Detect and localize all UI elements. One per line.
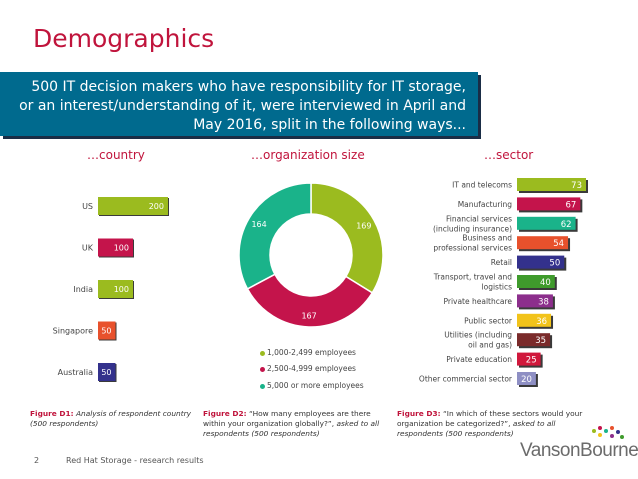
value-label-us: 200 (149, 202, 164, 211)
sector-label-business-and-professional-services: Business and professional services (433, 234, 512, 253)
sector-label-it-and-telecoms: IT and telecoms (452, 181, 512, 190)
figure-d2-caption: Figure D2: “How many employees are there… (203, 409, 388, 439)
donut-value-3: 164 (251, 220, 266, 229)
vanson-bourne-logo: VansonBourne (520, 440, 638, 461)
figure-d2-quote: “How many employees are there within you… (203, 409, 371, 428)
category-label-us: US (82, 202, 93, 211)
figure-d2-label: Figure D2: (203, 409, 247, 418)
figure-d2-italic: asked to all respondents (500 respondent… (203, 419, 380, 438)
donut-value-1: 169 (356, 222, 371, 231)
sector-bar-private-healthcare (517, 294, 553, 308)
figure-d3-label: Figure D3: (397, 409, 441, 418)
donut-slice-3 (238, 182, 312, 290)
figure-d1-text: Analysis of respondent country (500 resp… (30, 409, 192, 428)
bar-us (98, 197, 168, 215)
sector-value-private-education: 25 (526, 356, 537, 366)
figure-d3-italic: asked to all respondents (500 respondent… (397, 419, 556, 438)
page-title: Demographics (33, 24, 215, 53)
sector-label-utilities-including-oil-and-gas: Utilities (including oil and gas) (444, 331, 512, 350)
sector-label-private-education: Private education (446, 355, 512, 364)
donut-legend: 1,000-2,499 employees 2,500-4,999 employ… (256, 348, 406, 394)
sector-label-retail: Retail (491, 258, 512, 267)
sector-bar-transport-travel-and-logistics (517, 275, 555, 288)
category-label-uk: UK (82, 244, 94, 253)
bar-singapore (98, 321, 116, 340)
country-bar-chart: US 200 UK 100 India 100 Singapore 50 Australia 50 (53, 197, 169, 382)
legend-label-3: 5,000 or more employees (267, 381, 364, 390)
value-label-australia: 50 (101, 368, 111, 377)
section-org-size-heading: …organization size (251, 148, 365, 162)
sector-bar-public-sector (517, 313, 552, 327)
category-label-australia: Australia (58, 368, 93, 377)
sector-label-transport-travel-and-logistics: Transport, travel and logistics (433, 273, 512, 292)
legend-swatch-1 (260, 351, 265, 356)
legend-swatch-2 (260, 367, 265, 372)
category-label-singapore: Singapore (53, 327, 93, 336)
sector-label-other-commercial-sector: Other commercial sector (419, 375, 513, 384)
figure-d1-label: Figure D1: (30, 409, 74, 418)
logo-dots-icon (592, 426, 624, 439)
bar-australia (98, 363, 116, 381)
value-label-india: 100 (114, 285, 129, 294)
sector-bar-manufacturing (517, 197, 581, 211)
figure-d3-quote: “In which of these sectors would your or… (397, 409, 583, 428)
legend-label-2: 2,500-4,999 employees (267, 364, 356, 373)
intro-banner: 500 IT decision makers who have responsi… (0, 72, 478, 136)
donut-slice-2 (246, 273, 374, 328)
category-label-india: India (73, 285, 93, 294)
sector-value-manufacturing: 67 (566, 200, 577, 210)
sector-value-it-and-telecoms: 73 (571, 181, 582, 191)
sector-value-financial-services-including-insurance: 62 (561, 220, 572, 230)
sector-bar-financial-services-including-insurance (517, 216, 576, 230)
page-number: 2 (34, 456, 40, 465)
sector-value-private-healthcare: 38 (538, 297, 549, 307)
sector-label-financial-services-including-insurance: Financial services (including insurance) (433, 214, 512, 233)
banner-text: 500 IT decision makers who have responsi… (19, 79, 466, 133)
sector-bar-retail (517, 255, 565, 269)
org-size-donut-chart: 169 167 164 (238, 182, 384, 328)
footer-text: Red Hat Storage - research results (66, 456, 204, 465)
value-label-uk: 100 (114, 244, 129, 253)
donut-slice-1 (310, 182, 384, 294)
sector-label-private-healthcare: Private healthcare (443, 297, 512, 306)
bar-india (98, 280, 133, 298)
legend-swatch-3 (260, 384, 265, 389)
figure-d3-caption: Figure D3: “In which of these sectors wo… (397, 409, 587, 439)
sector-bar-chart: 73 IT and telecoms 67 Manufacturing 62 Financ… (419, 178, 588, 387)
sector-value-transport-travel-and-logistics: 40 (540, 278, 551, 288)
sector-value-retail: 50 (549, 259, 560, 269)
value-label-singapore: 50 (101, 327, 111, 336)
section-sector-heading: …sector (484, 148, 534, 162)
sector-bar-other-commercial-sector (517, 372, 536, 385)
sector-value-other-commercial-sector: 20 (521, 375, 532, 385)
sector-label-public-sector: Public sector (464, 316, 513, 325)
donut-value-2: 167 (301, 311, 316, 320)
bar-uk (98, 238, 133, 257)
sector-bar-utilities-including-oil-and-gas (517, 333, 551, 347)
sector-value-utilities-including-oil-and-gas: 35 (535, 336, 546, 346)
sector-bar-private-education (517, 352, 541, 366)
legend-label-1: 1,000-2,499 employees (267, 348, 356, 357)
figure-d1-caption: Figure D1: Analysis of respondent countr… (30, 409, 200, 429)
sector-value-business-and-professional-services: 54 (553, 239, 564, 249)
sector-bar-it-and-telecoms (517, 178, 586, 191)
sector-value-public-sector: 36 (536, 317, 547, 327)
section-country-heading: …country (87, 148, 145, 162)
sector-bar-business-and-professional-services (517, 236, 569, 250)
sector-label-manufacturing: Manufacturing (458, 200, 513, 209)
